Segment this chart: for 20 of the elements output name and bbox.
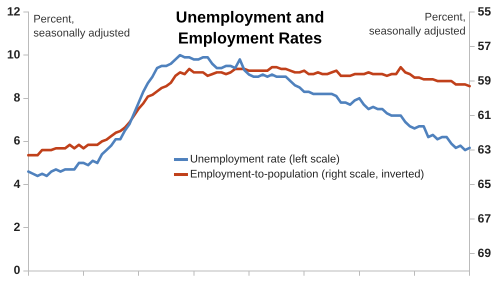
y2-axis-title: Percent, seasonally adjusted (369, 12, 466, 38)
y2-tick-label: 67 (478, 211, 492, 226)
y2-tick-label: 69 (478, 246, 492, 260)
y-tick-label: 4 (14, 176, 21, 191)
y-tick-label: 8 (14, 90, 21, 105)
y-tick-label: 6 (14, 134, 21, 148)
y2-tick-label: 63 (478, 142, 492, 156)
y-tick-label: 12 (6, 4, 21, 18)
legend-label: Employment-to-population (right scale, inverted) (190, 168, 424, 181)
y-tick-label: 2 (14, 220, 21, 234)
y2-tick-label: 61 (478, 108, 492, 122)
y2-tick-label: 65 (478, 176, 492, 191)
legend-label: Unemployment rate (left scale) (190, 154, 340, 166)
y-tick-label: 10 (6, 47, 21, 62)
y-axis-title: Percent, seasonally adjusted (33, 14, 130, 40)
y2-tick-label: 55 (478, 4, 492, 18)
y-tick-label: 0 (14, 263, 21, 278)
y2-tick-label: 59 (478, 73, 492, 88)
y2-tick-label: 57 (478, 38, 492, 53)
text: Unemployment and Employment Rates (176, 9, 324, 48)
